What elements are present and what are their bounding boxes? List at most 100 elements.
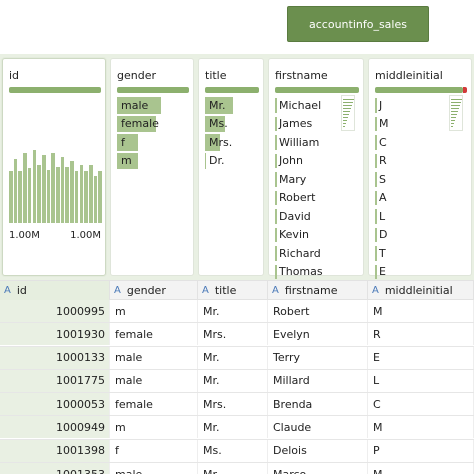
cell-middleinitial[interactable]: L (368, 369, 474, 392)
cell-gender[interactable]: female (110, 393, 198, 416)
cell-id[interactable]: 1001930 (0, 323, 110, 346)
histogram-bar[interactable] (93, 176, 98, 223)
title-value-item[interactable]: Ms. (205, 115, 233, 134)
middleinitial-value-item[interactable]: L (375, 207, 459, 226)
cell-middleinitial[interactable]: E (368, 346, 474, 369)
firstname-value-item[interactable]: Richard (275, 244, 351, 263)
table-row[interactable]: 1001398 f Ms. Delois P (0, 439, 474, 464)
middleinitial-value-item[interactable]: A (375, 189, 459, 208)
cell-id[interactable]: 1000053 (0, 393, 110, 416)
cell-gender[interactable]: male (110, 369, 198, 392)
gender-value-item[interactable]: f (117, 133, 163, 152)
cell-gender[interactable]: f (110, 439, 198, 462)
title-value-item[interactable]: Mrs. (205, 133, 233, 152)
histogram-bar[interactable] (98, 171, 102, 223)
firstname-value-item[interactable]: James (275, 115, 351, 134)
firstname-value-item[interactable]: Thomas (275, 263, 351, 282)
middleinitial-value-item[interactable]: D (375, 226, 459, 245)
cell-middleinitial[interactable]: P (368, 439, 474, 462)
table-row[interactable]: 1000949 m Mr. Claude M (0, 416, 474, 440)
histogram-bar[interactable] (65, 166, 70, 223)
table-row[interactable]: 1000995 m Mr. Robert M (0, 300, 474, 324)
cell-title[interactable]: Mr. (198, 346, 268, 369)
profile-card-gender[interactable]: gender male female f m (110, 58, 194, 276)
cell-middleinitial[interactable]: M (368, 300, 474, 322)
cell-gender[interactable]: m (110, 300, 198, 322)
cell-gender[interactable]: m (110, 416, 198, 439)
cell-title[interactable]: Mr. (198, 416, 268, 439)
histogram-bar[interactable] (37, 164, 41, 223)
middleinitial-value-item[interactable]: M (375, 115, 459, 134)
cell-id[interactable]: 1001775 (0, 369, 110, 392)
cell-middleinitial[interactable]: M (368, 416, 474, 439)
middleinitial-value-item[interactable]: S (375, 170, 459, 189)
firstname-value-item[interactable]: Michael (275, 96, 351, 115)
histogram-bar[interactable] (27, 168, 32, 223)
histogram-bar[interactable] (70, 160, 74, 223)
gender-value-item[interactable]: female (117, 115, 163, 134)
histogram-bar[interactable] (13, 159, 18, 223)
profile-card-title[interactable]: title Mr. Ms. Mrs. Dr. (198, 58, 264, 276)
cell-title[interactable]: Mrs. (198, 393, 268, 416)
histogram-bar[interactable] (74, 171, 79, 223)
cell-id[interactable]: 1000995 (0, 300, 110, 322)
firstname-value-item[interactable]: John (275, 152, 351, 171)
cell-firstname[interactable]: Delois (268, 439, 368, 462)
table-row[interactable]: 1001775 male Mr. Millard L (0, 369, 474, 394)
gender-value-item[interactable]: m (117, 152, 163, 171)
cell-id[interactable]: 1001398 (0, 439, 110, 462)
histogram-bar[interactable] (60, 157, 65, 223)
cell-firstname[interactable]: Robert (268, 300, 368, 322)
histogram-bar[interactable] (46, 170, 51, 223)
cell-gender[interactable]: male (110, 463, 198, 474)
cell-firstname[interactable]: Claude (268, 416, 368, 439)
cell-title[interactable]: Mr. (198, 300, 268, 322)
cell-id[interactable]: 1000133 (0, 346, 110, 369)
id-histogram[interactable] (9, 129, 103, 223)
table-row[interactable]: 1000053 female Mrs. Brenda C (0, 393, 474, 417)
firstname-value-item[interactable]: William (275, 133, 351, 152)
cell-firstname[interactable]: Brenda (268, 393, 368, 416)
histogram-bar[interactable] (9, 171, 13, 223)
cell-firstname[interactable]: Terry (268, 346, 368, 369)
histogram-bar[interactable] (51, 152, 55, 223)
table-row[interactable]: 1001353maleMr.MarcoM (0, 463, 474, 474)
cell-firstname[interactable]: Marco (268, 463, 368, 474)
table-row[interactable]: 1000133 male Mr. Terry E (0, 346, 474, 370)
cell-middleinitial[interactable]: M (368, 463, 474, 474)
middleinitial-value-item[interactable]: T (375, 244, 459, 263)
title-value-item[interactable]: Mr. (205, 96, 233, 115)
cell-firstname[interactable]: Evelyn (268, 323, 368, 346)
profile-card-id[interactable]: id 1.00M 1.00M (2, 58, 106, 276)
cell-middleinitial[interactable]: R (368, 323, 474, 346)
cell-title[interactable]: Mrs. (198, 323, 268, 346)
cell-middleinitial[interactable]: C (368, 393, 474, 416)
cell-gender[interactable]: female (110, 323, 198, 346)
cell-gender[interactable]: male (110, 346, 198, 369)
firstname-value-item[interactable]: David (275, 207, 351, 226)
firstname-value-item[interactable]: Mary (275, 170, 351, 189)
histogram-bar[interactable] (18, 171, 23, 223)
cell-title[interactable]: Mr. (198, 463, 268, 474)
cell-firstname[interactable]: Millard (268, 369, 368, 392)
middleinitial-value-item[interactable]: J (375, 96, 459, 115)
histogram-bar[interactable] (84, 171, 88, 223)
histogram-bar[interactable] (32, 149, 37, 223)
middleinitial-value-item[interactable]: R (375, 152, 459, 171)
cell-id[interactable]: 1001353 (0, 463, 110, 474)
histogram-bar[interactable] (79, 164, 84, 223)
table-row[interactable]: 1001930 female Mrs. Evelyn R (0, 323, 474, 347)
histogram-bar[interactable] (56, 166, 60, 223)
cell-id[interactable]: 1000949 (0, 416, 110, 439)
firstname-value-item[interactable]: Robert (275, 189, 351, 208)
gender-value-item[interactable]: male (117, 96, 163, 115)
histogram-bar[interactable] (23, 152, 27, 223)
middleinitial-value-item[interactable]: C (375, 133, 459, 152)
cell-title[interactable]: Ms. (198, 439, 268, 462)
cell-title[interactable]: Mr. (198, 369, 268, 392)
